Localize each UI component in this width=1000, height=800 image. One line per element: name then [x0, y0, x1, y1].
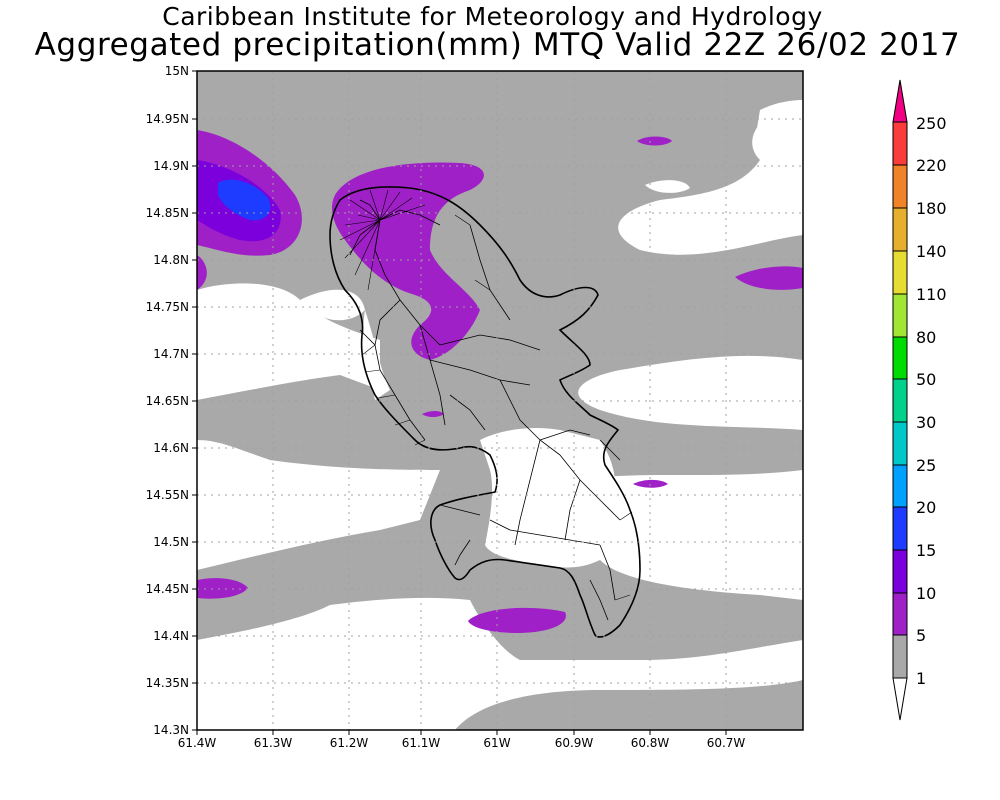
- colorbar-label: 25: [916, 456, 936, 475]
- title-line-2: Aggregated precipitation(mm) MTQ Valid 2…: [34, 27, 961, 63]
- colorbar-swatch: [892, 164, 908, 209]
- colorbar-label: 80: [916, 328, 936, 347]
- colorbar-swatch: [892, 421, 908, 466]
- colorbar-label: 50: [916, 370, 936, 389]
- colorbar-swatch: [892, 549, 908, 594]
- precip-purple-east: [735, 266, 803, 290]
- lon-label: 60.7W: [707, 736, 746, 750]
- lon-label: 61.3W: [254, 736, 293, 750]
- lat-label: 14.35N: [146, 676, 189, 690]
- precip-purple-north: [332, 162, 484, 360]
- colorbar-label: 10: [916, 584, 936, 603]
- colorbar-label: 180: [916, 199, 947, 218]
- lon-label: 61W: [483, 736, 510, 750]
- precip-purple-sw: [197, 578, 248, 599]
- precip-band-white-hole-3: [300, 289, 365, 321]
- colorbar-swatch: [892, 634, 908, 679]
- colorbar: [892, 79, 908, 721]
- colorbar-swatch: [892, 121, 908, 166]
- lat-label: 14.65N: [146, 394, 189, 408]
- colorbar-swatch: [892, 293, 908, 338]
- colorbar-label: 30: [916, 413, 936, 432]
- northern-river-network: [339, 189, 633, 601]
- colorbar-swatch: [892, 592, 908, 636]
- precip-purple-dot-1: [637, 136, 672, 146]
- colorbar-label: 20: [916, 498, 936, 517]
- lat-label: 14.3N: [153, 723, 189, 737]
- precip-blue-core: [218, 179, 271, 221]
- colorbar-label: 1: [916, 669, 926, 688]
- lon-label: 61.1W: [402, 736, 441, 750]
- axis-ticks: [192, 70, 727, 735]
- colorbar-swatch: [892, 207, 908, 252]
- lat-label: 14.55N: [146, 488, 189, 502]
- precip-purple-south: [468, 607, 566, 633]
- lat-label: 14.5N: [153, 535, 189, 549]
- gridlines: [197, 71, 803, 730]
- colorbar-label: 15: [916, 541, 936, 560]
- colorbar-swatch: [892, 336, 908, 380]
- latitude-labels: 15N 14.95N 14.9N 14.85N 14.8N 14.75N 14.…: [146, 64, 189, 737]
- lat-label: 14.45N: [146, 582, 189, 596]
- precip-purple-west: [197, 255, 207, 290]
- colorbar-label: 5: [916, 626, 926, 645]
- precip-band-1-5-south: [455, 680, 803, 730]
- lat-label: 14.8N: [153, 253, 189, 267]
- lat-label: 14.9N: [153, 159, 189, 173]
- colorbar-swatch: [892, 250, 908, 295]
- colorbar-label: 110: [916, 285, 947, 304]
- lat-label: 14.75N: [146, 300, 189, 314]
- island-white-lowland: [480, 428, 615, 568]
- precip-purple-dot-2: [633, 479, 668, 488]
- title-line-1: Caribbean Institute for Meteorology and …: [162, 2, 823, 31]
- lat-label: 15N: [165, 64, 189, 78]
- colorbar-swatch: [892, 464, 908, 508]
- martinique-coastline: [329, 186, 641, 638]
- colorbar-labels: 1 5 10 15 20 25 30 50 80 110 140 180 220…: [916, 114, 947, 688]
- precip-purple-dot-3: [422, 411, 444, 417]
- lon-label: 60.9W: [555, 736, 594, 750]
- longitude-labels: 61.4W 61.3W 61.2W 61.1W 61W 60.9W 60.8W …: [178, 736, 746, 750]
- lon-label: 61.4W: [178, 736, 217, 750]
- colorbar-swatch: [892, 506, 908, 551]
- colorbar-bottom-triangle: [892, 677, 908, 721]
- interior-boundaries: [349, 199, 621, 621]
- lat-label: 14.95N: [146, 112, 189, 126]
- lat-label: 14.7N: [153, 347, 189, 361]
- colorbar-swatch: [892, 378, 908, 423]
- colorbar-top-triangle: [892, 79, 908, 123]
- precip-band-white-hole-2: [645, 180, 690, 193]
- lon-label: 61.2W: [330, 736, 369, 750]
- colorbar-label: 250: [916, 114, 947, 133]
- precip-band-white-hole-1: [755, 100, 803, 153]
- lat-label: 14.6N: [153, 441, 189, 455]
- colorbar-label: 140: [916, 242, 947, 261]
- lat-label: 14.4N: [153, 629, 189, 643]
- colorbar-label: 220: [916, 156, 947, 175]
- lat-label: 14.85N: [146, 206, 189, 220]
- lon-label: 60.8W: [631, 736, 670, 750]
